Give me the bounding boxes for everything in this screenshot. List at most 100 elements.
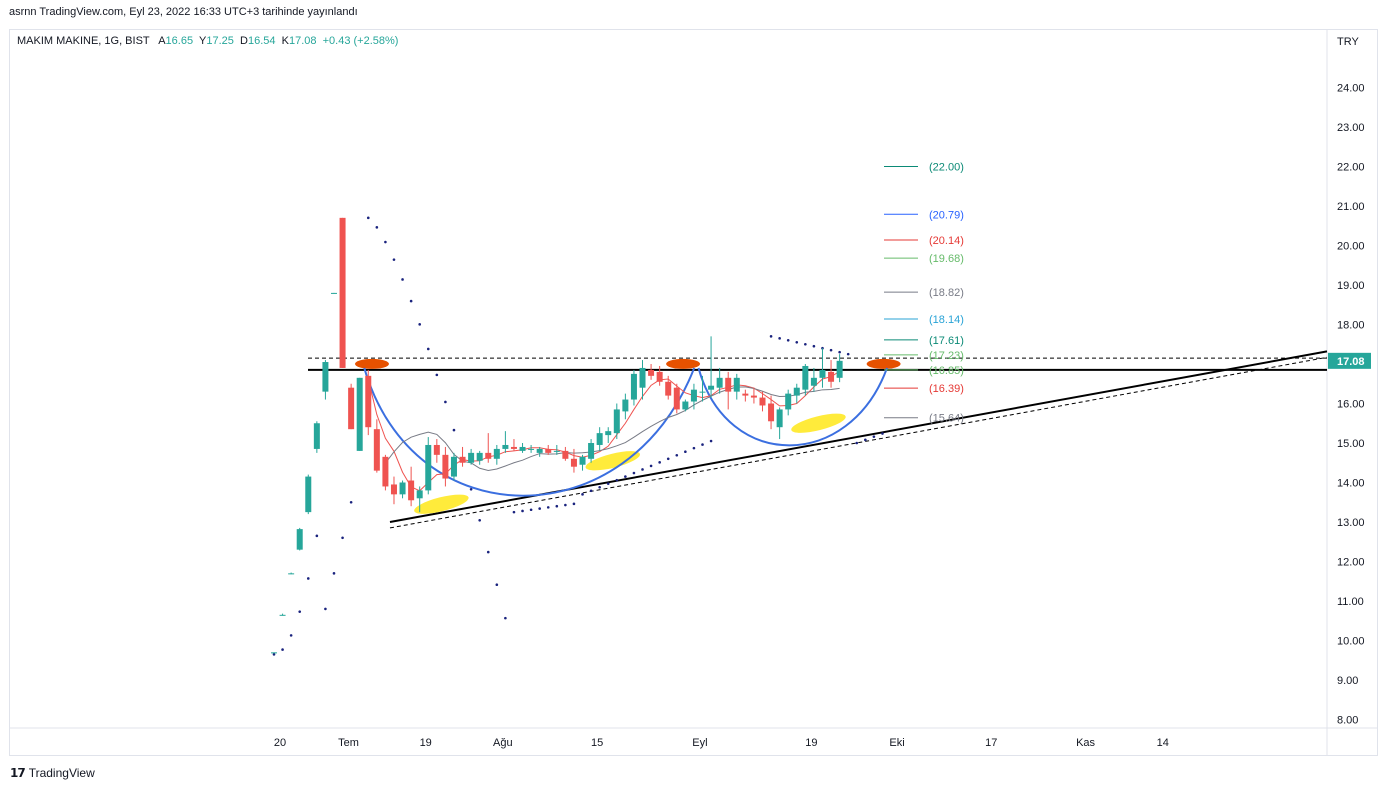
psar-dot (426, 347, 430, 351)
candle-body (596, 433, 603, 445)
candle-body (690, 389, 697, 402)
close-value: 17.08 (288, 35, 317, 47)
psar-dot (812, 344, 816, 348)
candle-body (536, 448, 543, 453)
psar-dot (418, 323, 421, 326)
candle-body (639, 367, 646, 388)
cup-curve-left (363, 367, 696, 497)
target-label: (20.14) (929, 235, 964, 247)
psar-dot (855, 441, 859, 445)
candle-body (759, 397, 766, 406)
tradingview-logo[interactable]: 𝟭𝟳 TradingView (10, 766, 95, 780)
psar-dot (632, 471, 636, 475)
price-tick: 19.00 (1337, 280, 1365, 292)
price-tick: 22.00 (1337, 162, 1365, 174)
chart-frame (9, 29, 1378, 756)
psar-dot (332, 572, 336, 575)
candle-body (442, 454, 449, 479)
candle-body (356, 377, 363, 451)
candle-body (528, 448, 535, 450)
psar-dot (546, 506, 550, 509)
target-label: (16.39) (929, 383, 964, 395)
psar-dot (306, 577, 310, 580)
psar-dot (555, 504, 559, 508)
candle-body (348, 387, 355, 430)
candle-body (493, 448, 500, 459)
target-levels: (22.00) (20.79) (20.14) (19.68) (18.82) (18.1… (884, 162, 964, 425)
target-label: (15.64) (929, 413, 964, 425)
publish-caption: asrnn TradingView.com, Eyl 23, 2022 16:3… (9, 6, 358, 18)
psar-dot (375, 226, 379, 229)
time-tick: Eki (889, 737, 904, 749)
psar-dot (452, 428, 456, 432)
psar-dot (838, 350, 841, 354)
candle-body (622, 399, 629, 412)
resistance-touch-marker (354, 358, 389, 369)
candle-body (408, 480, 415, 501)
candle-body (656, 371, 663, 382)
psar-dot (289, 634, 293, 637)
last-price-badge (1328, 352, 1371, 369)
price-axis: 8.00 9.00 10.00 11.00 12.00 13.00 14.00 15.00 16… (1328, 36, 1371, 727)
price-tick: 9.00 (1337, 675, 1358, 687)
price-tick: 13.00 (1337, 517, 1365, 529)
price-tick: 10.00 (1337, 636, 1365, 648)
price-tick: 14.00 (1337, 478, 1365, 490)
low-label: D (240, 35, 248, 47)
candle-body (425, 444, 432, 491)
target-label: (16.85) (929, 365, 964, 377)
candle-body (819, 369, 826, 378)
price-tick: 8.00 (1337, 715, 1358, 727)
price-tick: 20.00 (1337, 241, 1365, 253)
psar-dot (401, 278, 404, 281)
psar-dot (701, 443, 704, 446)
candles-layer (271, 217, 843, 654)
psar-dot (684, 450, 687, 453)
psar-dot (804, 342, 807, 346)
candle-body (322, 362, 329, 392)
candle-body (682, 401, 689, 410)
psar-dot (486, 550, 490, 554)
psar-dot (495, 583, 499, 587)
psar-dot (298, 610, 302, 613)
psar-dot (658, 461, 661, 464)
psar-dot (615, 478, 619, 482)
candle-body (725, 377, 732, 392)
psar-dot (409, 299, 413, 303)
candle-body (459, 456, 466, 463)
time-tick: 17 (985, 737, 997, 749)
candle-body (553, 450, 560, 452)
psar-dot (469, 488, 473, 491)
psar-dot (589, 489, 593, 493)
time-axis: 20 Tem 19 Ağu 15 Eyl 19 Eki 17 Kas 14 (274, 737, 1169, 749)
symbol-legend: MAKIM MAKINE, 1G, BIST A16.65 Y17.25 D16… (17, 35, 398, 47)
time-tick: Ağu (493, 737, 513, 749)
support-highlight (414, 494, 469, 514)
time-tick: 19 (420, 737, 432, 749)
open-label: A (158, 35, 166, 47)
close-label: K (281, 35, 289, 47)
target-label: (18.82) (929, 287, 964, 299)
candle-body (630, 373, 637, 400)
tradingview-wordmark: TradingView (28, 766, 95, 780)
resistance-touch-marker (666, 358, 701, 369)
target-label: (17.61) (929, 335, 964, 347)
candle-body (785, 393, 792, 410)
candle-body (433, 444, 440, 455)
candle-body (485, 452, 492, 459)
currency-label: TRY (1337, 36, 1359, 48)
psar-dot (281, 648, 284, 651)
candle-body (305, 476, 312, 513)
candle-body (802, 365, 809, 390)
target-label: (17.23) (929, 350, 964, 362)
candle-body (545, 448, 552, 453)
candle-body (648, 369, 655, 376)
psar-dot (478, 518, 481, 522)
candle-body (665, 381, 672, 396)
psar-dot (641, 468, 644, 471)
candle-body (776, 409, 783, 428)
psar-dot (341, 536, 344, 540)
psar-dot (649, 464, 653, 468)
psar-dot (538, 507, 541, 510)
